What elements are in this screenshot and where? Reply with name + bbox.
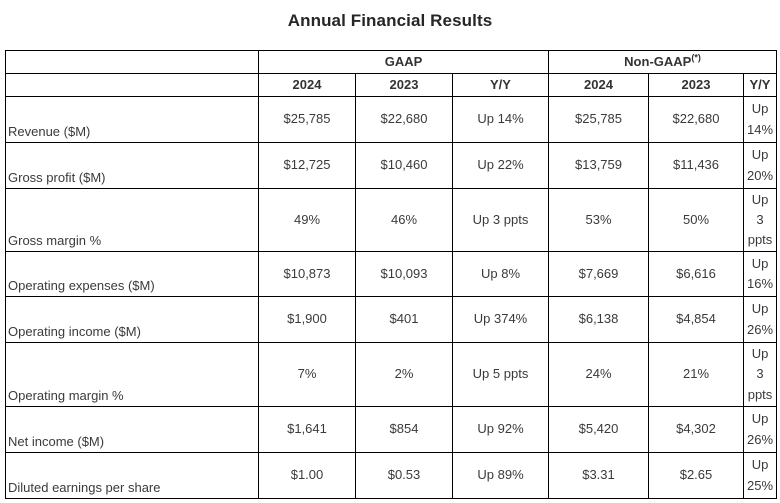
table-row-operating-margin: Operating margin % 7% 2% Up 5 ppts 24% 2… [5, 342, 778, 407]
cell-value: $6,138 [548, 296, 649, 343]
cell-value: Up 14% [742, 96, 778, 143]
cell-value: Up 5 ppts [452, 342, 549, 407]
cell-value: $1,900 [258, 296, 356, 343]
row-label: Operating expenses ($M) [5, 251, 259, 297]
cell-value: $13,759 [548, 142, 649, 189]
cell-value: 49% [258, 188, 356, 252]
page-title: Annual Financial Results [287, 11, 493, 30]
table-row-revenue: Revenue ($M) $25,785 $22,680 Up 14% $25,… [5, 96, 778, 143]
cell-value: Up 22% [452, 142, 549, 189]
cell-value: $854 [355, 406, 453, 453]
cell-value: Up 89% [452, 452, 549, 499]
table-row-gross-profit: Gross profit ($M) $12,725 $10,460 Up 22%… [5, 142, 778, 189]
cell-value: Up 92% [452, 406, 549, 453]
row-label: Operating margin % [5, 342, 259, 407]
cell-value: Up 3 ppts [742, 188, 778, 252]
header-year-row: 2024 2023 Y/Y 2024 2023 Y/Y [5, 73, 778, 97]
cell-value: $4,302 [648, 406, 744, 453]
table-row-operating-expenses: Operating expenses ($M) $10,873 $10,093 … [5, 251, 778, 297]
cell-value: $3.31 [548, 452, 649, 499]
non-gaap-label: Non-GAAP [624, 54, 692, 70]
cell-value: 50% [648, 188, 744, 252]
cell-value: Up 20% [742, 142, 778, 189]
col-group-non-gaap: Non-GAAP(*) [547, 50, 778, 74]
row-label: Diluted earnings per share [5, 452, 259, 499]
cell-value: $10,873 [258, 251, 356, 297]
cell-value: $1.00 [258, 452, 356, 499]
cell-value: $22,680 [648, 96, 744, 143]
cell-value: 7% [258, 342, 356, 407]
cell-value: $0.53 [355, 452, 453, 499]
cell-value: Up 26% [742, 406, 778, 453]
non-gaap-footnote-marker: (*) [691, 52, 701, 63]
cell-value: Up 8% [452, 251, 549, 297]
col-group-gaap: GAAP [258, 50, 549, 74]
cell-value: $10,093 [355, 251, 453, 297]
row-label: Revenue ($M) [5, 96, 259, 143]
cell-value: 46% [355, 188, 453, 252]
table-row-net-income: Net income ($M) $1,641 $854 Up 92% $5,42… [5, 406, 778, 453]
cell-value: $401 [355, 296, 453, 343]
cell-value: $2.65 [648, 452, 744, 499]
cell-value: 2% [355, 342, 453, 407]
cell-value: Up 3 ppts [452, 188, 549, 252]
row-label: Gross profit ($M) [5, 142, 259, 189]
row-label: Gross margin % [5, 188, 259, 252]
row-label: Net income ($M) [5, 406, 259, 453]
cell-value: $4,854 [648, 296, 744, 343]
row-label: Operating income ($M) [5, 296, 259, 343]
cell-value: 24% [548, 342, 649, 407]
header-empty-cell [5, 73, 259, 97]
header-nongaap-2023: 2023 [648, 73, 744, 97]
cell-value: Up 3 ppts [742, 342, 778, 407]
cell-value: Up 374% [452, 296, 549, 343]
cell-value: Up 14% [452, 96, 549, 143]
table-row-diluted-eps: Diluted earnings per share $1.00 $0.53 U… [5, 452, 778, 499]
header-group-row: GAAP Non-GAAP(*) [5, 50, 778, 74]
header-gaap-yy: Y/Y [452, 73, 549, 97]
header-gaap-2023: 2023 [355, 73, 453, 97]
cell-value: $1,641 [258, 406, 356, 453]
cell-value: Up 26% [742, 296, 778, 343]
header-gaap-2024: 2024 [258, 73, 356, 97]
cell-value: Up 25% [742, 452, 778, 499]
cell-value: $11,436 [648, 142, 744, 189]
table-row-gross-margin: Gross margin % 49% 46% Up 3 ppts 53% 50%… [5, 188, 778, 252]
header-nongaap-2024: 2024 [548, 73, 649, 97]
cell-value: 53% [548, 188, 649, 252]
cell-value: $25,785 [548, 96, 649, 143]
cell-value: $5,420 [548, 406, 649, 453]
cell-value: $10,460 [355, 142, 453, 189]
cell-value: $25,785 [258, 96, 356, 143]
header-nongaap-yy: Y/Y [742, 73, 778, 97]
cell-value: $6,616 [648, 251, 744, 297]
financial-results-table: GAAP Non-GAAP(*) 2024 2023 Y/Y 2024 2023… [5, 50, 778, 499]
cell-value: Up 16% [742, 251, 778, 297]
cell-value: $12,725 [258, 142, 356, 189]
cell-value: $22,680 [355, 96, 453, 143]
header-empty-cell [5, 50, 259, 74]
cell-value: $7,669 [548, 251, 649, 297]
table-row-operating-income: Operating income ($M) $1,900 $401 Up 374… [5, 296, 778, 343]
cell-value: 21% [648, 342, 744, 407]
